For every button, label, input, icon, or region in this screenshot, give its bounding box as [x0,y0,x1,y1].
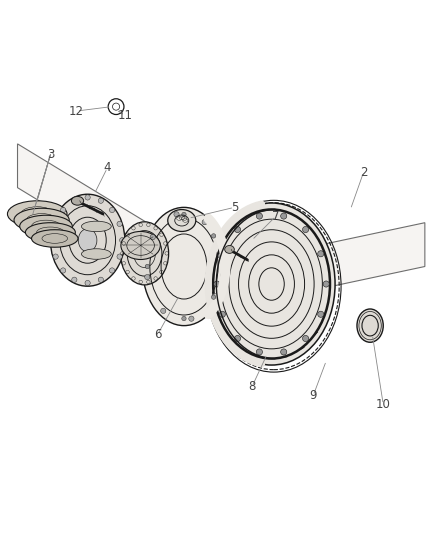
Ellipse shape [145,264,149,269]
Ellipse shape [78,229,97,252]
Ellipse shape [357,309,383,342]
Ellipse shape [189,316,194,321]
Ellipse shape [256,349,262,355]
Ellipse shape [214,281,220,287]
Ellipse shape [110,268,115,273]
Text: 3: 3 [47,148,54,161]
Ellipse shape [234,227,240,232]
Ellipse shape [202,220,207,225]
Ellipse shape [142,207,226,326]
Ellipse shape [281,349,287,355]
Ellipse shape [60,207,66,213]
Ellipse shape [303,227,309,232]
Ellipse shape [225,246,234,253]
Text: 8: 8 [248,381,255,393]
Ellipse shape [7,201,67,227]
Ellipse shape [212,293,218,298]
Ellipse shape [71,197,84,205]
Ellipse shape [72,198,77,203]
Ellipse shape [145,274,150,280]
Ellipse shape [182,317,186,321]
Text: 11: 11 [117,109,132,122]
Ellipse shape [117,221,122,227]
Ellipse shape [25,223,75,242]
Ellipse shape [72,277,77,282]
Ellipse shape [323,281,329,287]
Text: 4: 4 [103,161,111,174]
Text: 6: 6 [154,328,162,341]
Ellipse shape [318,251,324,257]
Ellipse shape [50,238,56,243]
Ellipse shape [120,238,125,243]
Ellipse shape [303,335,309,342]
Ellipse shape [168,209,196,231]
Ellipse shape [212,295,216,299]
Ellipse shape [81,221,111,232]
Ellipse shape [53,221,58,227]
Ellipse shape [32,230,78,247]
Text: 7: 7 [272,209,280,223]
Text: 9: 9 [309,389,317,402]
Ellipse shape [121,231,160,260]
Ellipse shape [20,215,72,237]
Text: 2: 2 [360,166,367,179]
Ellipse shape [219,251,226,257]
Ellipse shape [53,254,58,259]
Ellipse shape [182,212,186,216]
Ellipse shape [161,308,166,313]
Ellipse shape [85,195,90,200]
Ellipse shape [14,208,69,232]
Ellipse shape [60,268,66,273]
Ellipse shape [85,280,90,286]
Ellipse shape [212,234,216,238]
Text: 5: 5 [231,201,238,214]
Text: 12: 12 [69,104,84,117]
Text: 10: 10 [376,398,391,411]
Ellipse shape [256,213,262,219]
Ellipse shape [234,335,240,342]
Ellipse shape [318,311,324,317]
Polygon shape [18,144,425,310]
Ellipse shape [50,194,125,286]
Ellipse shape [110,207,115,213]
Ellipse shape [117,254,122,259]
Ellipse shape [218,253,223,259]
Ellipse shape [81,249,111,259]
Ellipse shape [219,311,226,317]
Ellipse shape [174,212,179,217]
Ellipse shape [120,222,169,285]
Ellipse shape [208,203,335,365]
Ellipse shape [98,198,103,203]
Ellipse shape [98,277,103,282]
Ellipse shape [281,213,287,219]
Ellipse shape [150,235,155,240]
